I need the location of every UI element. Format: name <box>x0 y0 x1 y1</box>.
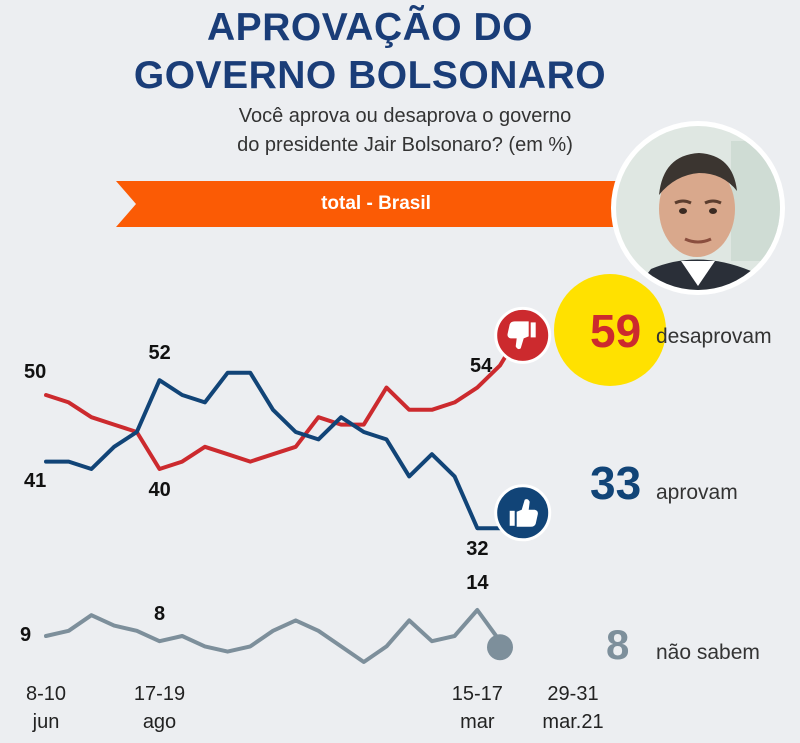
unsure-point-label: 8 <box>154 603 166 626</box>
disapprove-series-line <box>44 326 525 471</box>
approve-point-label: 52 <box>148 342 171 365</box>
unsure-end-marker <box>487 634 513 661</box>
approve-series-line <box>44 370 525 531</box>
unsure-series-line <box>44 608 502 664</box>
chart-title: APROVAÇÃO DO GOVERNO BOLSONARO <box>90 4 650 100</box>
chart-subtitle: Você aprova ou desaprova o governo do pr… <box>170 102 640 160</box>
title-line-2: GOVERNO BOLSONARO <box>133 54 607 97</box>
portrait-illustration <box>616 126 780 290</box>
x-tick-label: 15-17 mar <box>451 683 503 733</box>
unsure-point-label: 9 <box>20 624 32 646</box>
disapprove-point-label: 54 <box>470 355 493 378</box>
unsure-legend-label: não sabem <box>656 641 760 664</box>
disapprove-final-value: 59 <box>590 305 642 357</box>
x-tick-label: 29-31 mar.21 <box>542 683 604 733</box>
approve-final-value: 33 <box>590 457 642 509</box>
disapprove-point-label: 40 <box>148 479 171 501</box>
disapprove-highlight-circle <box>554 274 666 386</box>
thumbs-up-icon <box>494 484 552 542</box>
subtitle-line-1: Você aprova ou desaprova o governo <box>238 105 572 127</box>
president-portrait <box>611 121 785 295</box>
title-line-1: APROVAÇÃO DO <box>207 6 533 49</box>
banner-ribbon <box>116 181 636 227</box>
disapprove-point-label: 50 <box>24 361 47 383</box>
subtitle-line-2: do presidente Jair Bolsonaro? (em %) <box>237 134 573 156</box>
x-tick-label: 17-19 ago <box>133 683 186 733</box>
approve-point-label: 32 <box>466 538 489 561</box>
unsure-final-value: 8 <box>606 621 630 668</box>
disapprove-legend-label: desaprovam <box>656 325 772 348</box>
thumbs-down-icon <box>494 306 552 364</box>
x-tick-label: 8-10 jun <box>25 683 67 733</box>
approve-legend-label: aprovam <box>656 481 738 504</box>
unsure-point-label: 14 <box>466 572 489 594</box>
banner-label: total - Brasil <box>321 193 431 214</box>
approve-point-label: 41 <box>24 469 47 492</box>
